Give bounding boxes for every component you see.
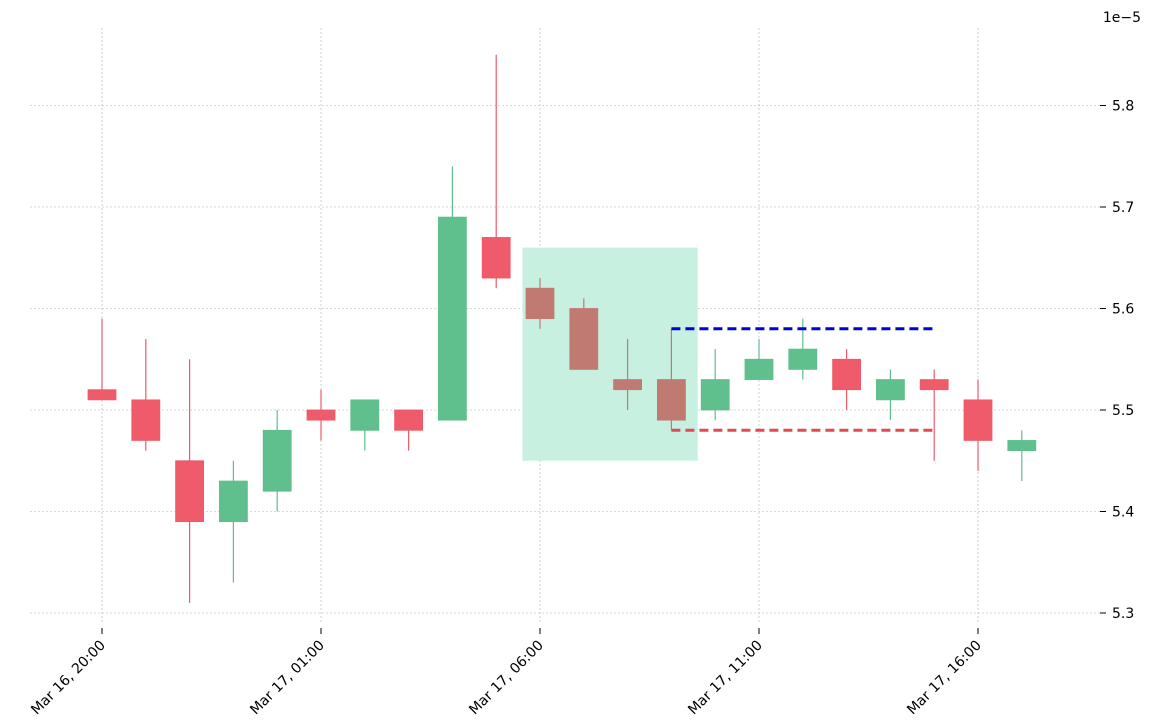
- candle: [876, 369, 905, 421]
- candle-body: [350, 399, 380, 431]
- candle: [87, 318, 117, 401]
- candle-body: [394, 409, 424, 431]
- y-axis-offset-label: 1e−5: [1103, 10, 1141, 26]
- candle: [481, 54, 511, 289]
- candle: [394, 409, 424, 451]
- x-tick-label: Mar 17, 06:00: [466, 638, 547, 719]
- candle-body: [876, 379, 905, 401]
- candle: [1007, 430, 1037, 482]
- price-levels: [671, 327, 935, 432]
- candle: [350, 399, 380, 451]
- candle: [175, 359, 205, 603]
- candle: [963, 379, 993, 471]
- x-tick-label: Mar 17, 11:00: [685, 638, 766, 719]
- y-tick-label: 5.4: [1112, 505, 1134, 521]
- y-tick-label: 5.7: [1112, 200, 1134, 216]
- candle-body: [1007, 440, 1037, 452]
- candle-body: [613, 379, 642, 391]
- x-tick-label: Mar 17, 16:00: [904, 638, 985, 719]
- candle-body: [832, 358, 861, 391]
- candle: [744, 338, 774, 380]
- candle-body: [306, 409, 336, 421]
- candle-body: [218, 480, 248, 523]
- candle: [306, 389, 336, 441]
- candle: [569, 298, 599, 370]
- candle-body: [525, 287, 555, 320]
- candle-body: [437, 216, 467, 421]
- candle-body: [700, 379, 730, 411]
- candle-body: [657, 379, 686, 421]
- candle: [919, 369, 949, 461]
- candle: [613, 338, 642, 410]
- x-tick-label: Mar 17, 01:00: [247, 638, 328, 719]
- candle-body: [569, 308, 599, 370]
- candle-body: [87, 389, 117, 401]
- candle-body: [744, 358, 774, 380]
- candles: [87, 54, 1037, 603]
- x-tick-label: Mar 16, 20:00: [28, 638, 109, 719]
- candle: [700, 349, 730, 421]
- candle: [262, 410, 292, 512]
- candle-body: [919, 379, 949, 391]
- y-tick-label: 5.5: [1112, 403, 1134, 419]
- candle: [525, 278, 555, 329]
- highlight-region: [522, 247, 698, 461]
- candle: [218, 460, 248, 583]
- pattern-highlight-box: [522, 247, 698, 461]
- candle: [832, 349, 861, 410]
- y-tick-label: 5.8: [1112, 99, 1134, 115]
- y-tick-label: 5.6: [1112, 302, 1134, 318]
- candle-body: [131, 399, 161, 441]
- candle-body: [175, 460, 205, 523]
- candle: [131, 338, 161, 451]
- candle: [437, 166, 467, 421]
- candle: [657, 328, 686, 431]
- candle-body: [963, 399, 993, 441]
- candle-body: [481, 237, 511, 279]
- y-tick-label: 5.3: [1112, 606, 1134, 622]
- candle-body: [788, 348, 818, 370]
- candle-body: [262, 429, 292, 492]
